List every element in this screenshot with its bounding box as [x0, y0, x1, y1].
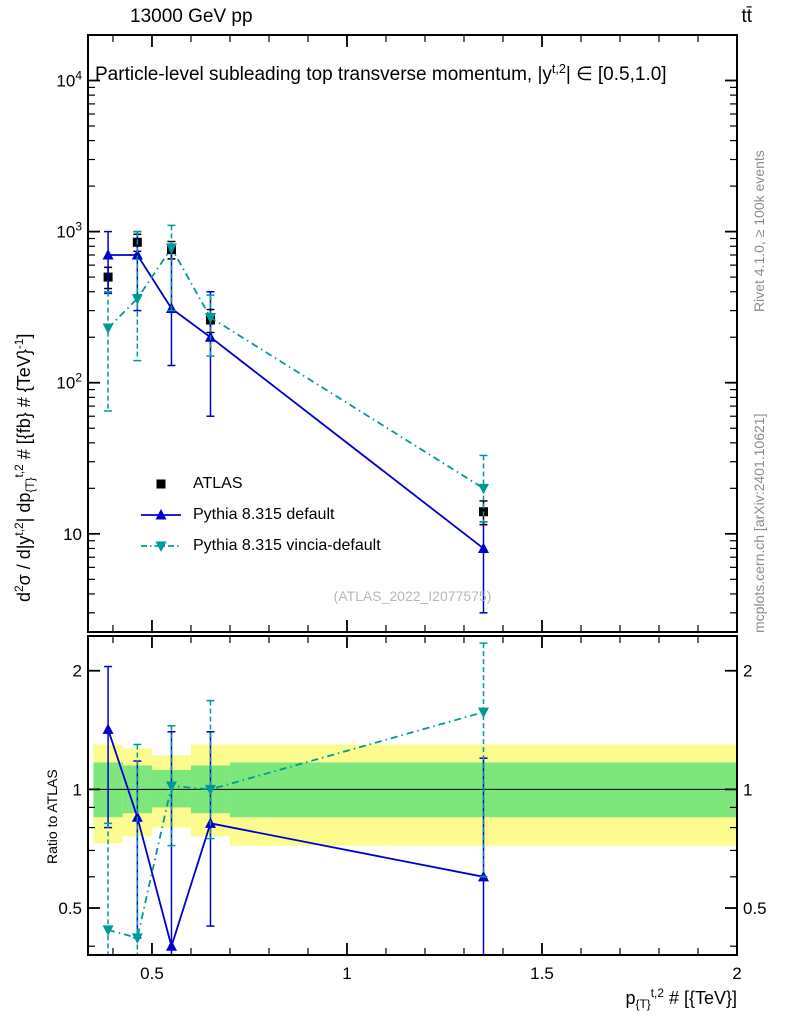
svg-text:2: 2	[73, 662, 82, 681]
tick-labels: 10 102 103 104 0.5 0.5 1 1 2 2 0.5 1 1.5 2	[56, 68, 766, 983]
legend-label-pythia-default: Pythia 8.315 default	[193, 505, 335, 523]
svg-text:2: 2	[743, 662, 752, 681]
series-pythia-8-315-vincia-default	[102, 642, 489, 955]
ratio-uncertainty-bands	[93, 744, 737, 846]
legend: ATLAS Pythia 8.315 default Pythia 8.315 …	[139, 468, 381, 561]
x-axis-label: p{T}t,2 # [{TeV}]	[625, 986, 737, 1012]
beam-energy-label: 13000 GeV pp	[130, 6, 253, 27]
plot-title: Particle-level subleading top transverse…	[95, 63, 736, 86]
axis-ticks	[88, 34, 738, 955]
svg-text:0.5: 0.5	[58, 899, 82, 918]
legend-item-atlas: ATLAS	[139, 468, 381, 499]
legend-label-atlas: ATLAS	[193, 474, 243, 492]
svg-text:2: 2	[732, 964, 741, 983]
plot-title-range: | ∈ [0.5,1.0]	[565, 64, 667, 85]
svg-text:1.5: 1.5	[530, 964, 554, 983]
svg-text:1: 1	[342, 964, 351, 983]
ratio-y-axis-label: Ratio to ATLAS	[44, 769, 60, 864]
svg-text:102: 102	[56, 371, 82, 393]
analysis-id-watermark: (ATLAS_2022_I2077575)	[333, 588, 492, 604]
process-label: tt̄	[741, 6, 752, 27]
svg-text:1: 1	[743, 780, 752, 799]
svg-text:0.5: 0.5	[140, 964, 164, 983]
legend-item-pythia-default: Pythia 8.315 default	[139, 499, 381, 530]
ratio-panel-frame	[87, 635, 738, 956]
legend-item-pythia-vincia: Pythia 8.315 vincia-default	[139, 530, 381, 561]
pythia-default-marker-icon	[141, 508, 181, 519]
main-panel-frame	[87, 34, 738, 633]
atlas-marker-icon	[156, 479, 166, 488]
rivet-version-watermark: Rivet 4.1.0, ≥ 100k events	[751, 150, 767, 312]
svg-text:0.5: 0.5	[743, 899, 767, 918]
main-y-axis-label: d2σ / d|yt,2| dp{T}t,2 # [{fb} # {TeV}-1…	[12, 333, 38, 602]
plot-title-text: Particle-level subleading top transverse…	[95, 64, 552, 85]
svg-text:10: 10	[63, 525, 82, 544]
mcplots-watermark: mcplots.cern.ch [arXiv:2401.10621]	[751, 413, 767, 633]
series-pythia-8-315-vincia-default	[102, 224, 489, 523]
svg-text:104: 104	[56, 68, 82, 90]
pythia-vincia-marker-icon	[141, 541, 181, 552]
svg-text:103: 103	[56, 220, 82, 242]
series-pythia-8-315-default	[102, 665, 489, 955]
svg-text:1: 1	[73, 780, 82, 799]
plot-title-sup: t,2	[551, 63, 566, 77]
legend-label-pythia-vincia: Pythia 8.315 vincia-default	[193, 536, 381, 554]
